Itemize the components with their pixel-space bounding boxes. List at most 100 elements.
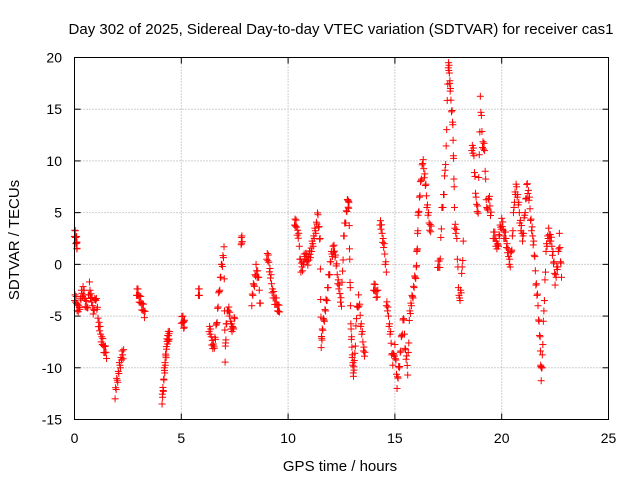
data-point — [416, 192, 424, 200]
y-tick-label: 10 — [46, 153, 62, 169]
data-point — [299, 267, 307, 275]
data-point — [250, 282, 258, 290]
data-point — [322, 295, 330, 303]
data-point — [491, 228, 499, 236]
y-tick-label: 5 — [54, 205, 62, 221]
data-point — [387, 339, 395, 347]
data-point — [446, 85, 454, 93]
data-point — [345, 204, 353, 212]
data-point — [481, 147, 489, 155]
data-point — [115, 369, 123, 377]
data-point — [255, 286, 263, 294]
data-point — [72, 240, 80, 248]
data-point — [355, 291, 363, 299]
data-point — [136, 292, 144, 300]
data-point — [382, 258, 390, 266]
data-point — [72, 292, 80, 300]
data-point — [137, 292, 145, 300]
data-point — [420, 174, 428, 182]
data-point — [420, 165, 428, 173]
data-point — [517, 222, 525, 230]
x-tick-labels: 0 5 10 15 20 25 — [71, 430, 617, 446]
data-point — [458, 263, 466, 271]
data-point — [87, 290, 95, 298]
data-point — [314, 211, 322, 219]
data-point — [556, 244, 564, 252]
data-point — [272, 294, 280, 302]
data-point — [542, 247, 550, 255]
data-point — [265, 258, 273, 266]
data-point — [248, 302, 256, 310]
data-point — [140, 307, 148, 315]
data-point — [352, 315, 360, 323]
data-point — [275, 301, 283, 309]
data-point — [316, 235, 324, 243]
data-point — [92, 294, 100, 302]
data-point — [308, 247, 316, 255]
data-point — [516, 216, 524, 224]
data-point — [494, 242, 502, 250]
data-point — [554, 263, 562, 271]
data-point — [225, 303, 233, 311]
data-point — [166, 328, 174, 336]
data-point — [501, 228, 509, 236]
data-point — [526, 205, 534, 213]
data-point — [101, 342, 109, 350]
data-point — [550, 258, 558, 266]
data-point — [384, 303, 392, 311]
data-point — [300, 260, 308, 268]
data-point — [470, 152, 478, 160]
data-point — [220, 243, 228, 251]
data-point — [404, 371, 412, 379]
data-point — [334, 280, 342, 288]
data-point — [410, 282, 418, 290]
data-point — [415, 207, 423, 215]
data-point — [536, 331, 544, 339]
data-point — [270, 288, 278, 296]
data-point — [79, 283, 87, 291]
data-point — [164, 336, 172, 344]
data-point — [268, 289, 276, 297]
data-point — [409, 294, 417, 302]
data-point — [350, 366, 358, 374]
data-point — [268, 280, 276, 288]
data-point — [530, 251, 538, 259]
data-point — [538, 364, 546, 372]
data-point — [486, 202, 494, 210]
data-point — [558, 273, 566, 281]
data-point — [340, 232, 348, 240]
data-point — [343, 195, 351, 203]
data-point — [547, 233, 555, 241]
data-point — [220, 275, 228, 283]
data-point — [114, 378, 122, 386]
data-point — [402, 355, 410, 363]
data-point — [350, 372, 358, 380]
y-tick-label: -10 — [42, 360, 62, 376]
data-point — [441, 172, 449, 180]
data-point — [383, 307, 391, 315]
data-point — [391, 355, 399, 363]
data-point — [521, 209, 529, 217]
data-point — [119, 351, 127, 359]
data-point — [469, 144, 477, 152]
data-point — [396, 348, 404, 356]
data-point — [336, 290, 344, 298]
data-point — [396, 362, 404, 370]
data-point — [96, 322, 104, 330]
y-tick-label: -5 — [50, 308, 63, 324]
data-point — [75, 304, 83, 312]
data-point — [557, 259, 565, 267]
data-point — [86, 286, 94, 294]
data-point — [117, 356, 125, 364]
data-point — [450, 154, 458, 162]
data-point — [551, 269, 559, 277]
data-point — [480, 139, 488, 147]
data-point — [445, 61, 453, 69]
data-point — [415, 193, 423, 201]
data-point — [395, 364, 403, 372]
data-point — [221, 358, 229, 366]
y-tick-label: 20 — [46, 50, 62, 66]
plot-frame — [74, 57, 609, 420]
data-point — [139, 300, 147, 308]
data-point — [103, 354, 111, 362]
